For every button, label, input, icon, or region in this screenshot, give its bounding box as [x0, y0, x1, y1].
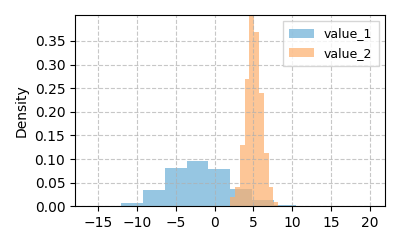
Bar: [164, 168, 186, 206]
Legend: value_1, value_2: value_1, value_2: [283, 21, 379, 66]
Bar: [142, 190, 164, 206]
Bar: [268, 187, 273, 206]
Bar: [254, 32, 259, 206]
Bar: [186, 161, 208, 206]
Bar: [252, 200, 274, 206]
Bar: [264, 153, 268, 206]
Bar: [250, 16, 254, 206]
Bar: [259, 93, 264, 206]
Bar: [274, 205, 296, 206]
Y-axis label: Density: Density: [15, 84, 29, 137]
Bar: [208, 169, 230, 206]
Bar: [230, 189, 252, 206]
Bar: [230, 197, 235, 206]
Bar: [240, 146, 245, 206]
Bar: [120, 203, 142, 206]
Bar: [245, 79, 250, 206]
Bar: [273, 202, 278, 206]
Bar: [235, 187, 240, 206]
